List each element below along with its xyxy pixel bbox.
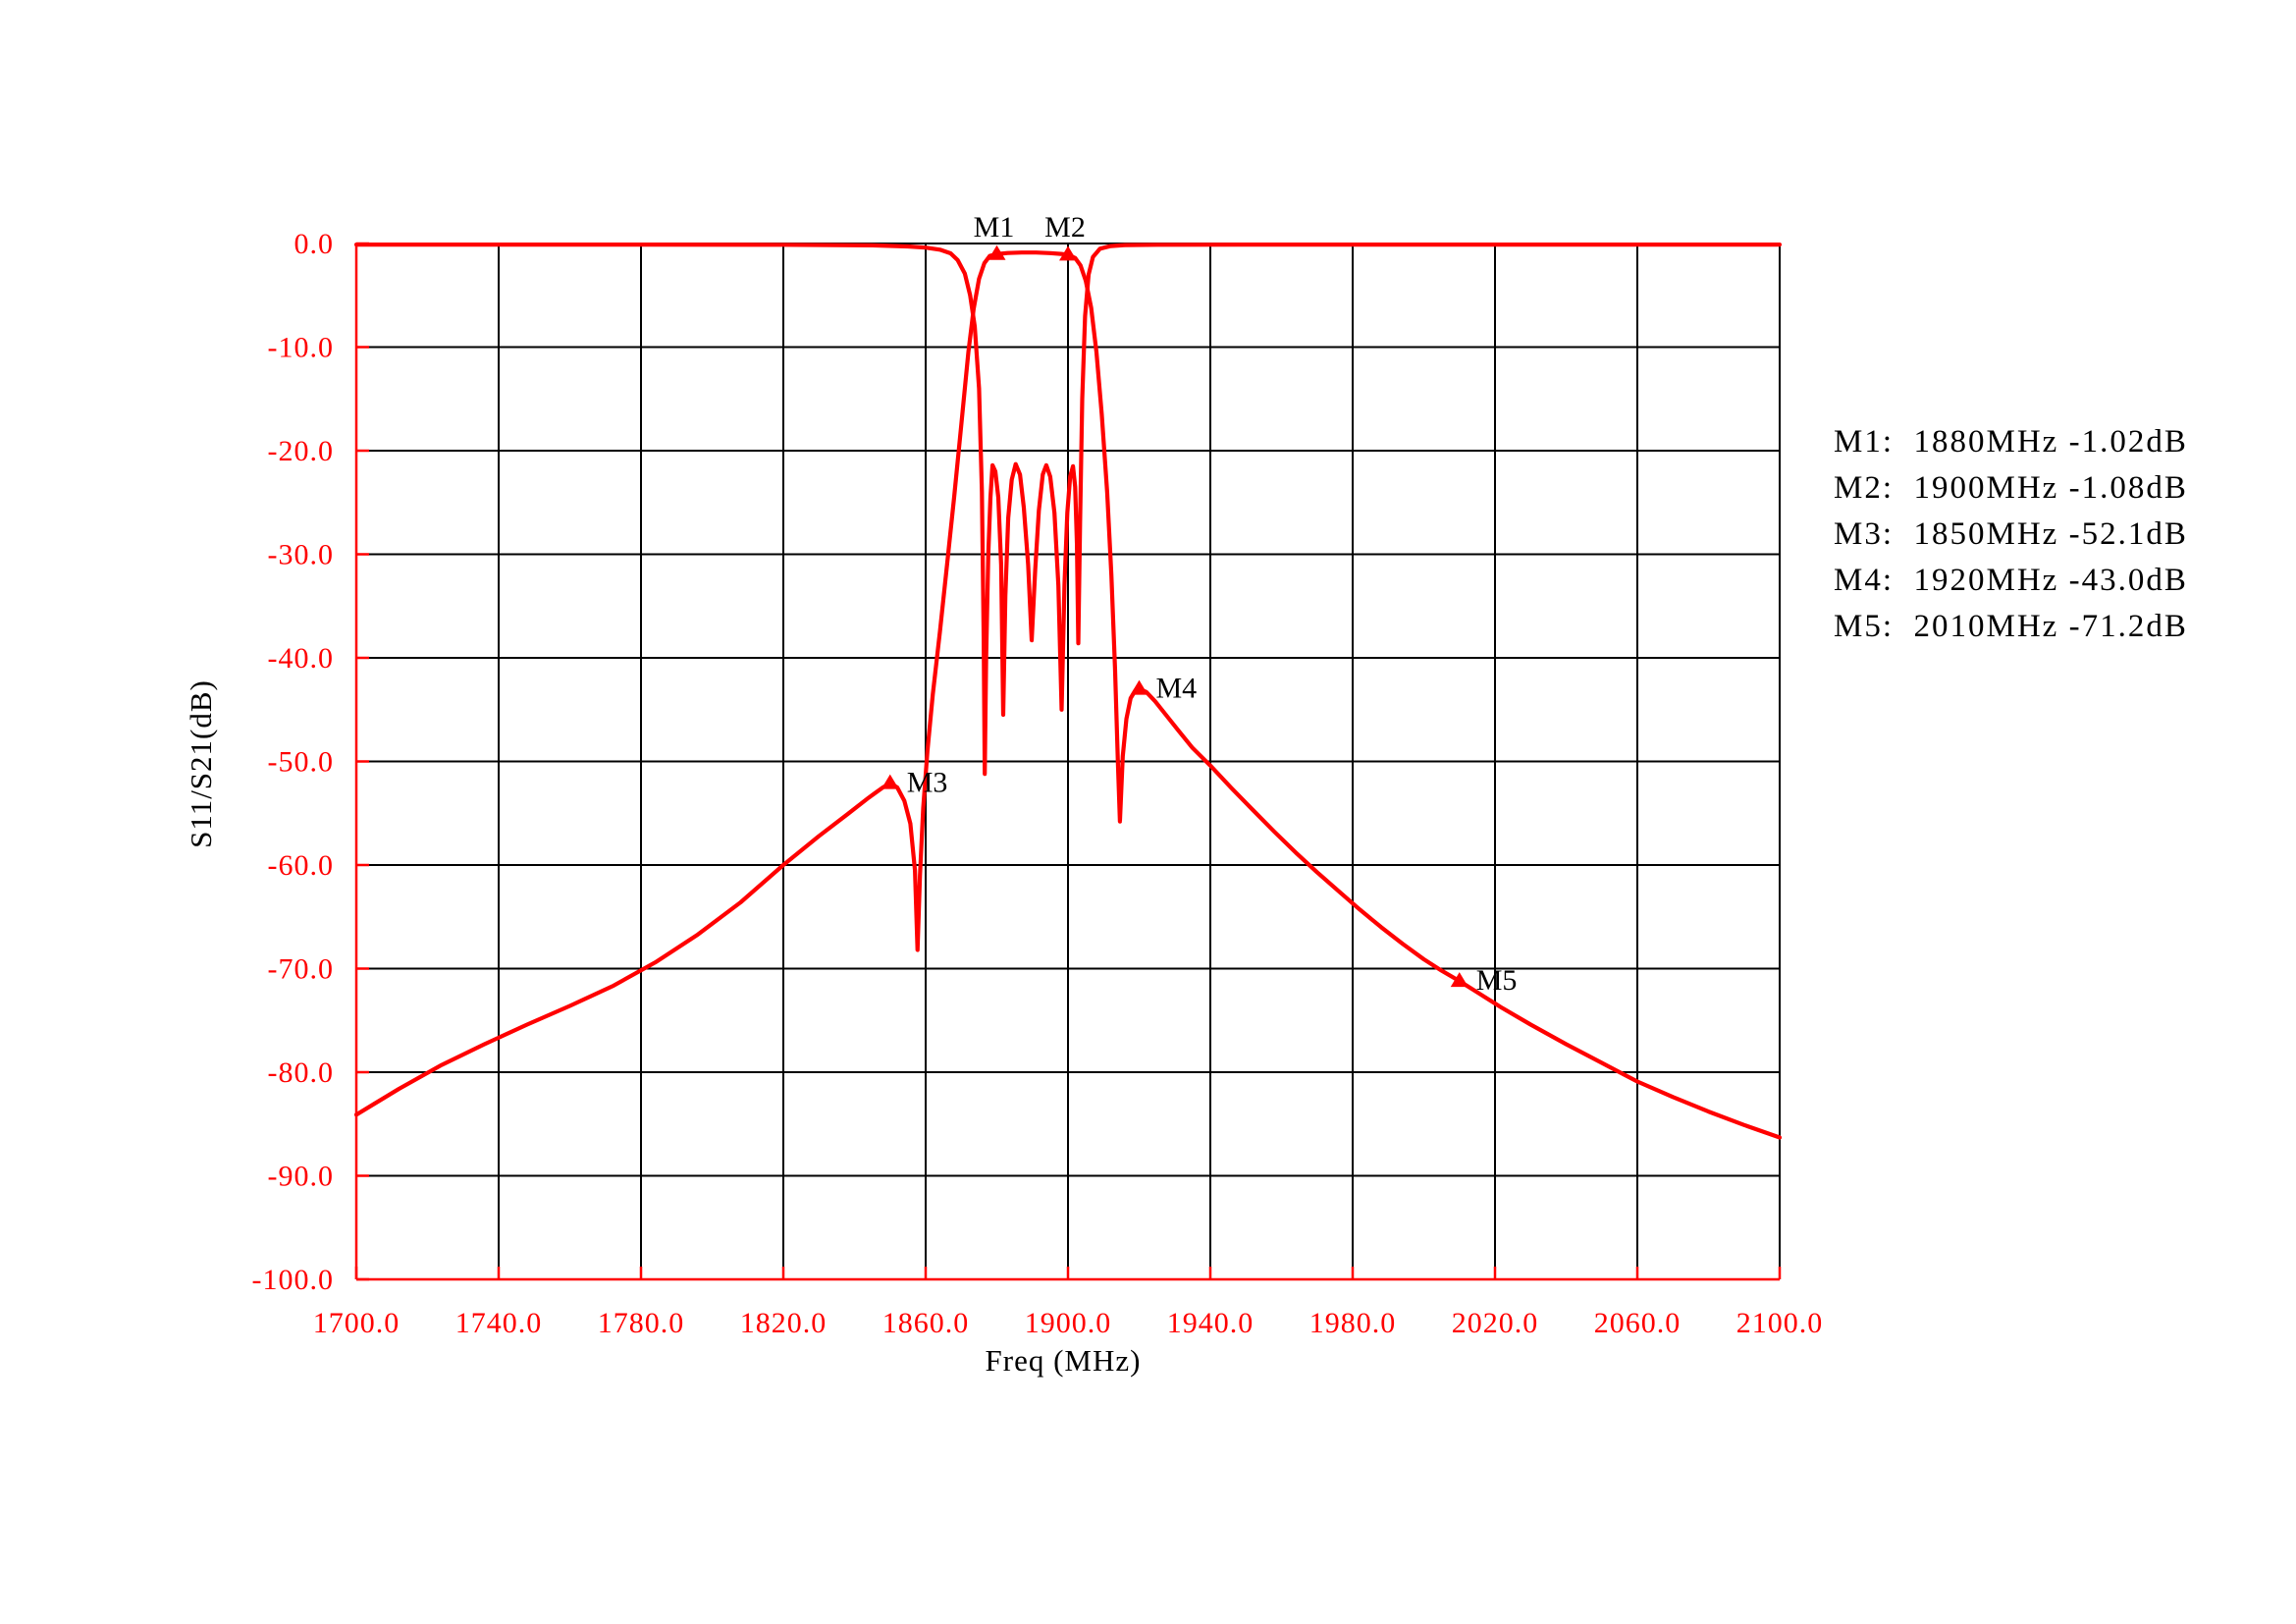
- x-tick-label: 1780.0: [598, 1307, 685, 1339]
- x-tick-label: 1820.0: [740, 1307, 828, 1339]
- x-tick-label: 1980.0: [1309, 1307, 1397, 1339]
- y-tick-label: -30.0: [268, 539, 335, 571]
- curve-s11: [353, 243, 1783, 777]
- marker-label-m2: M2: [1044, 211, 1086, 244]
- y-tick-label: -100.0: [252, 1264, 335, 1296]
- y-tick-label: 0.0: [294, 228, 335, 260]
- marker-readout-line-m5: M5: 2010MHz -71.2dB: [1834, 609, 2188, 644]
- y-tick-label: -70.0: [268, 953, 335, 986]
- marker-label-m1: M1: [974, 211, 1015, 244]
- y-tick-label: -40.0: [268, 642, 335, 675]
- marker-readout-line-m2: M2: 1900MHz -1.08dB: [1834, 470, 2188, 506]
- marker-readout-line-m4: M4: 1920MHz -43.0dB: [1834, 563, 2188, 598]
- y-tick-label: -90.0: [268, 1161, 335, 1193]
- marker-label-m3: M3: [907, 767, 948, 799]
- marker-triangle-m2: [1059, 245, 1077, 261]
- marker-label-m4: M4: [1156, 673, 1198, 705]
- marker-readout-line-m3: M3: 1850MHz -52.1dB: [1834, 516, 2188, 552]
- marker-label-m5: M5: [1476, 964, 1518, 997]
- x-tick-label: 1860.0: [882, 1307, 970, 1339]
- x-tick-label: 1900.0: [1025, 1307, 1112, 1339]
- marker-triangle-m4: [1130, 679, 1148, 695]
- y-axis-title: S11/S21(dB): [184, 679, 218, 848]
- y-tick-label: -50.0: [268, 746, 335, 779]
- marker-triangle-m1: [988, 244, 1006, 260]
- y-tick-label: -60.0: [268, 849, 335, 882]
- x-tick-label: 1700.0: [313, 1307, 400, 1339]
- x-tick-label: 2060.0: [1594, 1307, 1682, 1339]
- y-tick-label: -20.0: [268, 435, 335, 467]
- x-tick-label: 2100.0: [1736, 1307, 1824, 1339]
- marker-triangle-m3: [881, 774, 899, 789]
- y-tick-label: -80.0: [268, 1056, 335, 1089]
- y-tick-label: -10.0: [268, 332, 335, 364]
- x-tick-label: 1740.0: [455, 1307, 543, 1339]
- marker-readout-line-m1: M1: 1880MHz -1.02dB: [1834, 424, 2188, 460]
- x-axis-title: Freq (MHz): [985, 1343, 1142, 1378]
- marker-triangle-m5: [1450, 972, 1468, 988]
- x-tick-label: 2020.0: [1452, 1307, 1539, 1339]
- x-tick-label: 1940.0: [1167, 1307, 1255, 1339]
- marker-readout-panel: M1: 1880MHz -1.02dB M2: 1900MHz -1.08dB …: [1834, 419, 2188, 650]
